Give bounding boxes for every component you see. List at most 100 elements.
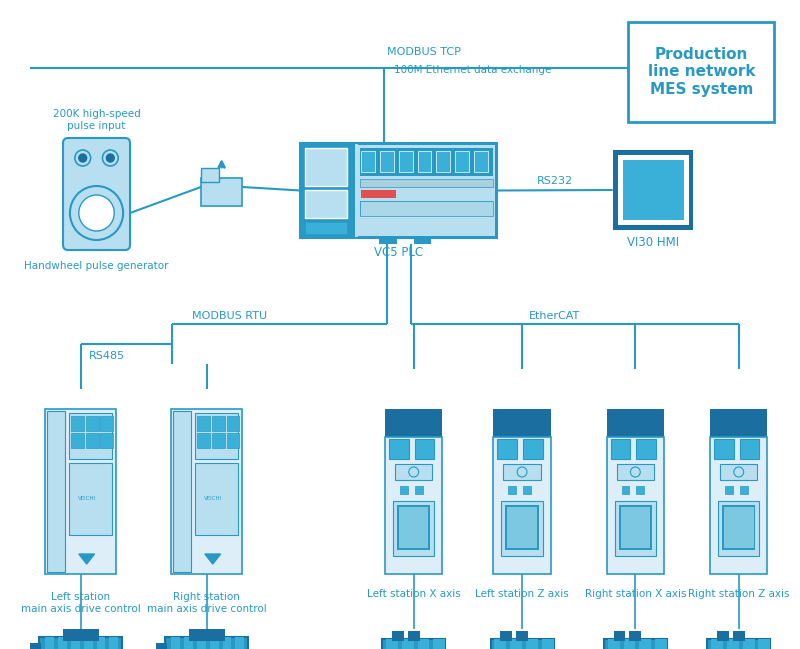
Bar <box>610 439 630 459</box>
Bar <box>46 637 54 649</box>
Bar <box>69 463 112 535</box>
Bar <box>306 222 346 234</box>
Circle shape <box>78 154 86 162</box>
Circle shape <box>517 467 527 477</box>
Bar <box>47 411 65 572</box>
Text: Right station Z axis: Right station Z axis <box>688 589 790 599</box>
Bar <box>720 464 758 480</box>
Circle shape <box>78 195 114 231</box>
Bar <box>235 637 244 649</box>
Bar <box>718 501 759 556</box>
Bar <box>359 201 493 216</box>
Bar <box>617 464 654 480</box>
Bar <box>613 150 694 230</box>
Bar <box>222 637 231 649</box>
Bar <box>63 629 98 641</box>
Bar <box>359 179 493 187</box>
Bar <box>97 637 106 649</box>
Bar <box>301 143 498 238</box>
Text: EtherCAT: EtherCAT <box>529 311 580 321</box>
Circle shape <box>75 150 90 166</box>
Bar <box>166 637 248 649</box>
Bar <box>740 439 759 459</box>
Bar <box>622 160 683 220</box>
Bar <box>101 433 114 448</box>
Bar <box>30 643 42 649</box>
Circle shape <box>409 467 418 477</box>
Bar <box>714 439 734 459</box>
Bar <box>226 433 239 448</box>
Bar <box>414 439 434 459</box>
Text: MODBUS TCP: MODBUS TCP <box>386 47 461 57</box>
Bar <box>382 639 446 649</box>
Text: Left station X axis: Left station X axis <box>367 589 461 599</box>
Bar <box>494 437 550 574</box>
Bar <box>414 238 431 244</box>
Bar <box>210 637 218 649</box>
Bar <box>707 639 770 649</box>
Bar <box>386 639 398 649</box>
Bar <box>614 631 626 641</box>
Bar <box>418 639 430 649</box>
Bar <box>622 486 630 494</box>
Bar <box>494 639 506 649</box>
Bar <box>636 486 644 494</box>
Bar <box>606 437 664 574</box>
Bar <box>69 413 112 459</box>
Bar <box>507 507 537 548</box>
Bar <box>516 631 528 641</box>
Bar <box>523 486 531 494</box>
Bar <box>503 464 541 480</box>
Bar <box>393 501 434 556</box>
Bar <box>402 639 414 649</box>
Bar <box>614 501 656 556</box>
Bar <box>623 639 635 649</box>
Text: MODBUS RTU: MODBUS RTU <box>192 311 267 321</box>
Text: Right station
main axis drive control: Right station main axis drive control <box>147 592 266 613</box>
Text: Left station
main axis drive control: Left station main axis drive control <box>21 592 141 613</box>
Polygon shape <box>78 554 94 564</box>
Bar <box>722 505 755 550</box>
Bar <box>655 639 667 649</box>
Bar <box>171 637 180 649</box>
Bar <box>71 637 80 649</box>
Bar <box>733 631 745 641</box>
Bar <box>212 416 225 431</box>
Bar <box>379 238 397 244</box>
Bar <box>434 639 446 649</box>
Bar <box>542 639 554 649</box>
Bar <box>389 439 409 459</box>
Bar <box>494 409 550 437</box>
Bar <box>362 151 375 172</box>
Bar <box>359 201 493 216</box>
Bar <box>414 486 422 494</box>
Circle shape <box>106 154 114 162</box>
Bar <box>184 637 193 649</box>
Bar <box>711 639 723 649</box>
Text: VEICHI: VEICHI <box>204 496 222 502</box>
Bar <box>358 143 498 238</box>
Text: VEICHI: VEICHI <box>78 496 96 502</box>
Bar <box>618 155 689 225</box>
Circle shape <box>102 150 118 166</box>
Bar <box>606 409 664 437</box>
Bar <box>86 433 98 448</box>
Text: 100M Ethernet data exchange: 100M Ethernet data exchange <box>394 65 551 75</box>
Bar <box>156 643 167 649</box>
Bar <box>358 145 495 236</box>
Bar <box>174 411 191 572</box>
Bar <box>618 505 652 550</box>
Bar <box>740 486 748 494</box>
Bar <box>101 416 114 431</box>
Bar <box>71 433 84 448</box>
Bar <box>604 639 667 649</box>
Text: Handwheel pulse generator: Handwheel pulse generator <box>24 261 169 271</box>
Bar <box>197 416 210 431</box>
Bar <box>490 639 554 649</box>
Bar <box>395 464 433 480</box>
Bar <box>639 639 651 649</box>
Bar <box>58 637 67 649</box>
Bar <box>629 22 774 122</box>
Bar <box>301 143 354 238</box>
Bar <box>526 639 538 649</box>
